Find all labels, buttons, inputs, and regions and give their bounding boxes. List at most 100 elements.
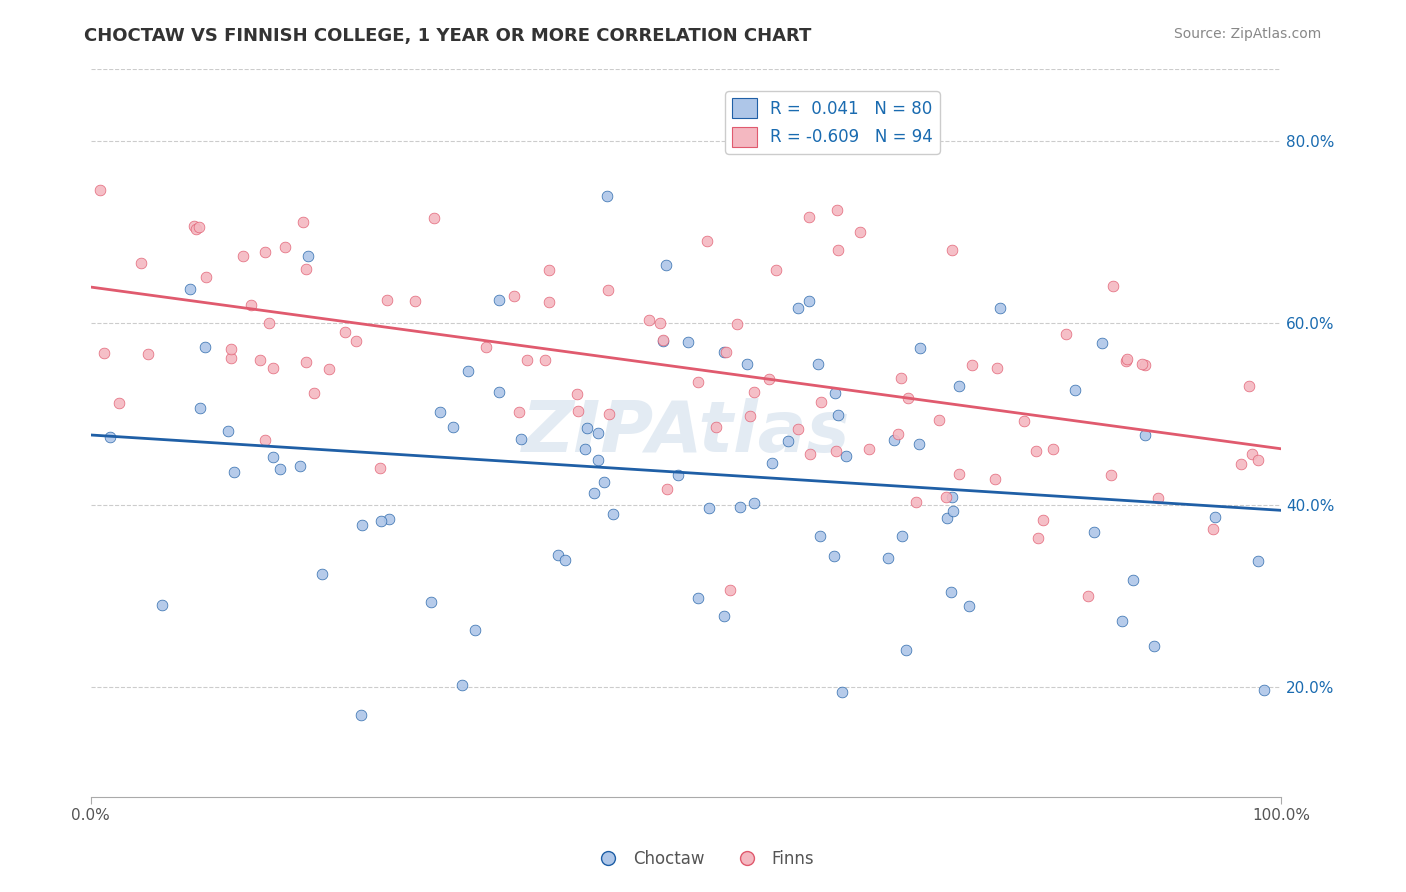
Point	[441, 420, 464, 434]
Point	[274, 240, 297, 254]
Point	[742, 385, 765, 400]
Point	[131, 255, 153, 269]
Point	[183, 219, 205, 234]
Point	[576, 421, 599, 435]
Point	[823, 549, 845, 563]
Point	[262, 450, 284, 464]
Point	[740, 409, 762, 423]
Point	[596, 283, 619, 297]
Point	[464, 623, 486, 637]
Point	[936, 511, 959, 525]
Point	[908, 436, 931, 450]
Point	[827, 408, 849, 422]
Point	[787, 301, 810, 315]
Point	[1247, 452, 1270, 467]
Point	[368, 461, 391, 475]
Point	[1099, 468, 1122, 483]
Point	[827, 203, 849, 218]
Point	[574, 442, 596, 457]
Point	[1025, 444, 1047, 458]
Point	[713, 608, 735, 623]
Point	[253, 244, 276, 259]
Point	[259, 316, 281, 330]
Point	[188, 401, 211, 415]
Point	[508, 405, 530, 419]
Point	[637, 312, 659, 326]
Point	[187, 219, 209, 234]
Point	[318, 362, 340, 376]
Point	[474, 340, 496, 354]
Point	[1026, 531, 1049, 545]
Point	[876, 550, 898, 565]
Point	[908, 341, 931, 355]
Point	[778, 434, 800, 449]
Point	[725, 317, 748, 331]
Point	[538, 294, 561, 309]
Point	[588, 425, 610, 440]
Text: ZIPAtlas: ZIPAtlas	[522, 398, 851, 467]
Text: CHOCTAW VS FINNISH COLLEGE, 1 YEAR OR MORE CORRELATION CHART: CHOCTAW VS FINNISH COLLEGE, 1 YEAR OR MO…	[84, 27, 811, 45]
Point	[375, 293, 398, 307]
Point	[451, 678, 474, 692]
Point	[239, 297, 262, 311]
Point	[668, 467, 690, 482]
Point	[344, 334, 367, 348]
Point	[93, 346, 115, 360]
Point	[831, 684, 853, 698]
Point	[835, 449, 858, 463]
Point	[554, 553, 576, 567]
Point	[894, 643, 917, 657]
Point	[1077, 590, 1099, 604]
Point	[928, 413, 950, 427]
Point	[941, 490, 963, 504]
Point	[765, 263, 787, 277]
Point	[655, 482, 678, 496]
Point	[423, 211, 446, 226]
Point	[429, 405, 451, 419]
Point	[184, 222, 207, 236]
Point	[565, 386, 588, 401]
Point	[983, 472, 1005, 486]
Point	[939, 585, 962, 599]
Point	[652, 334, 675, 349]
Point	[510, 432, 533, 446]
Point	[295, 355, 318, 369]
Point	[150, 598, 173, 612]
Point	[179, 282, 201, 296]
Point	[758, 372, 780, 386]
Point	[935, 490, 957, 504]
Point	[370, 515, 392, 529]
Point	[404, 293, 426, 308]
Point	[1229, 457, 1251, 471]
Point	[297, 249, 319, 263]
Point	[219, 342, 242, 356]
Point	[269, 462, 291, 476]
Point	[1083, 524, 1105, 539]
Point	[534, 352, 557, 367]
Point	[420, 595, 443, 609]
Point	[249, 352, 271, 367]
Point	[1116, 351, 1139, 366]
Point	[488, 293, 510, 307]
Point	[1202, 522, 1225, 536]
Point	[311, 566, 333, 581]
Point	[194, 340, 217, 354]
Point	[1132, 357, 1154, 371]
Point	[735, 357, 758, 371]
Point	[221, 351, 243, 365]
Point	[728, 500, 751, 514]
Point	[302, 386, 325, 401]
Point	[1239, 379, 1261, 393]
Point	[1241, 446, 1264, 460]
Point	[1135, 358, 1157, 372]
Point	[960, 358, 983, 372]
Point	[942, 503, 965, 517]
Point	[1133, 427, 1156, 442]
Point	[799, 447, 821, 461]
Point	[650, 316, 672, 330]
Point	[596, 188, 619, 202]
Point	[1054, 326, 1077, 341]
Point	[217, 424, 239, 438]
Point	[488, 385, 510, 400]
Point	[194, 270, 217, 285]
